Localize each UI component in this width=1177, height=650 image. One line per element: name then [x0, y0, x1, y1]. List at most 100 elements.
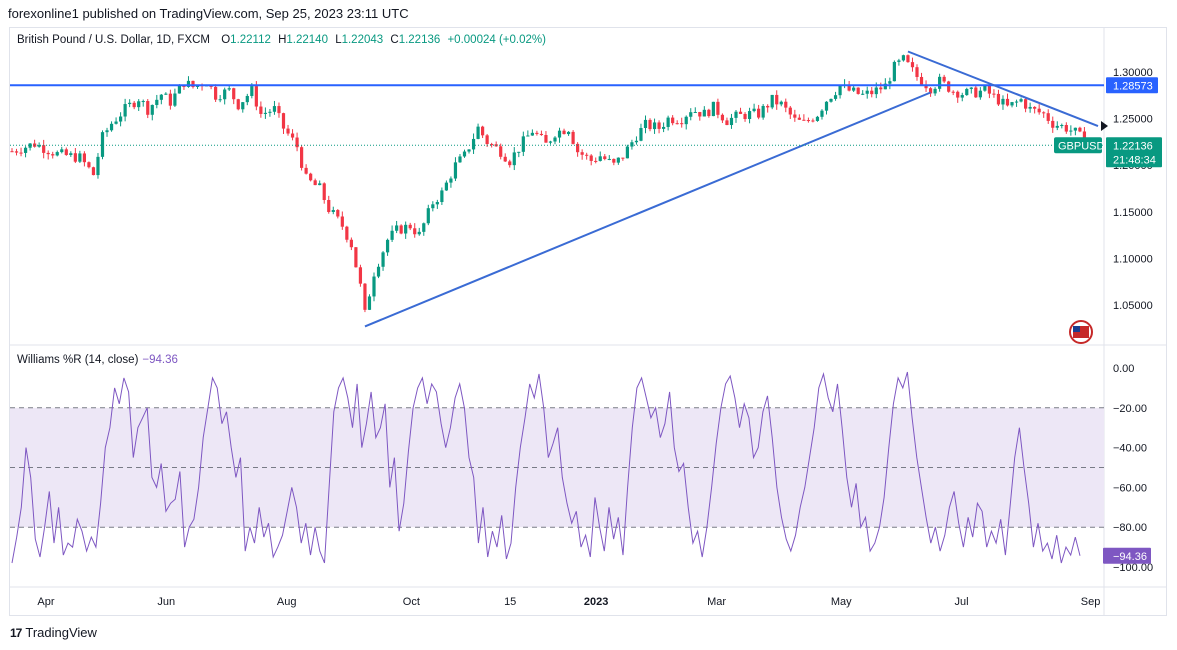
indicator-name[interactable]: Williams %R (14, close) — [17, 354, 139, 366]
candle-body — [14, 151, 19, 153]
candle-body — [1033, 106, 1037, 109]
candle-body — [1014, 101, 1019, 103]
candle-body — [191, 80, 195, 87]
candle-body — [512, 152, 516, 166]
candle-body — [829, 98, 833, 102]
candle-body — [46, 152, 50, 155]
candle-body — [784, 101, 788, 108]
candle-body — [648, 119, 652, 130]
resistance-price-label: 1.28573 — [1113, 80, 1153, 92]
candle-body — [747, 111, 752, 120]
candle-body — [481, 126, 485, 136]
symbol-tag-label: GBPUSD — [1058, 140, 1105, 152]
candle-body — [1073, 127, 1077, 131]
candle-body — [797, 117, 801, 120]
candle-body — [802, 119, 806, 121]
candle-body — [811, 120, 815, 122]
candle-body — [566, 131, 571, 135]
candle-body — [499, 146, 503, 157]
candle-body — [42, 145, 46, 153]
time-tick-label: Oct — [403, 596, 420, 608]
candle-body — [241, 102, 245, 110]
candle-body — [729, 117, 734, 126]
candle-body — [349, 239, 353, 248]
candle-body — [10, 151, 14, 153]
candle-body — [227, 88, 231, 90]
candle-body — [159, 94, 163, 100]
candle-body — [490, 144, 494, 146]
symbol-tag — [1054, 137, 1102, 154]
footer-brand-name: TradingView — [25, 625, 97, 640]
high-value: 1.22140 — [286, 34, 328, 46]
candle-body — [422, 223, 426, 232]
candle-body — [295, 137, 299, 148]
candle-body — [426, 208, 430, 224]
indicator-legend[interactable]: Williams %R (14, close) −94.36 — [17, 354, 178, 366]
trend-arrow-icon — [1101, 121, 1108, 132]
candle-body — [236, 99, 240, 110]
candle-body — [711, 101, 715, 117]
time-tick-label: Jun — [157, 596, 175, 608]
candle-body — [223, 89, 227, 100]
uptrend-line — [364, 91, 931, 328]
wr-tick-label: −40.00 — [1113, 443, 1147, 455]
candle-body — [901, 55, 906, 61]
candle-body — [571, 131, 575, 144]
candle-body — [761, 105, 765, 118]
candle-body — [888, 81, 892, 84]
candle-body — [544, 135, 548, 143]
last-price-tag — [1106, 137, 1162, 168]
symbol-title[interactable]: British Pound / U.S. Dollar, 1D, FXCM — [17, 34, 211, 46]
candle-body — [177, 85, 182, 94]
candle-body — [37, 145, 41, 147]
close-label: C — [390, 34, 399, 46]
candle-body — [132, 102, 136, 108]
candle-body — [919, 76, 924, 85]
candle-body — [775, 94, 779, 105]
wr-tick-label: −100.00 — [1113, 562, 1153, 574]
candle-body — [643, 119, 648, 129]
candle-body — [892, 61, 896, 82]
candle-body — [1037, 108, 1041, 113]
candle-body — [232, 88, 236, 100]
candle-body — [675, 123, 679, 125]
candle-body — [598, 156, 602, 161]
candle-body — [435, 202, 439, 205]
candle-body — [28, 143, 32, 148]
candle-body — [716, 101, 720, 115]
candle-body — [553, 137, 557, 142]
candle-body — [874, 87, 878, 95]
candle-body — [847, 84, 851, 91]
wr-tick-label: −20.00 — [1113, 403, 1147, 415]
high-label: H — [278, 34, 287, 46]
candle-body — [562, 130, 566, 135]
candle-body — [938, 76, 942, 89]
candle-body — [933, 88, 937, 94]
candle-body — [1055, 125, 1059, 128]
chart-frame — [9, 27, 1167, 616]
candle-body — [363, 283, 367, 310]
candle-body — [1024, 99, 1028, 109]
candle-body — [150, 104, 154, 115]
candle-body — [272, 106, 277, 112]
candle-body — [1010, 102, 1014, 106]
candle-body — [580, 152, 584, 155]
candle-body — [689, 112, 693, 117]
candle-body — [1060, 124, 1064, 126]
indicator-value: −94.36 — [142, 354, 178, 366]
candle-body — [1078, 127, 1082, 132]
candle-body — [1005, 98, 1010, 106]
candle-body — [462, 151, 467, 157]
candle-body — [526, 135, 530, 137]
candle-body — [852, 87, 856, 91]
price-tick-label: 1.15000 — [1113, 207, 1153, 219]
candle-body — [910, 62, 915, 68]
candle-body — [417, 231, 421, 235]
candle-body — [146, 101, 150, 115]
candle-body — [395, 225, 399, 231]
candle-body — [109, 123, 114, 131]
wr-value-label: −94.36 — [1113, 551, 1147, 563]
candle-body — [340, 216, 344, 227]
candle-body — [309, 173, 313, 181]
